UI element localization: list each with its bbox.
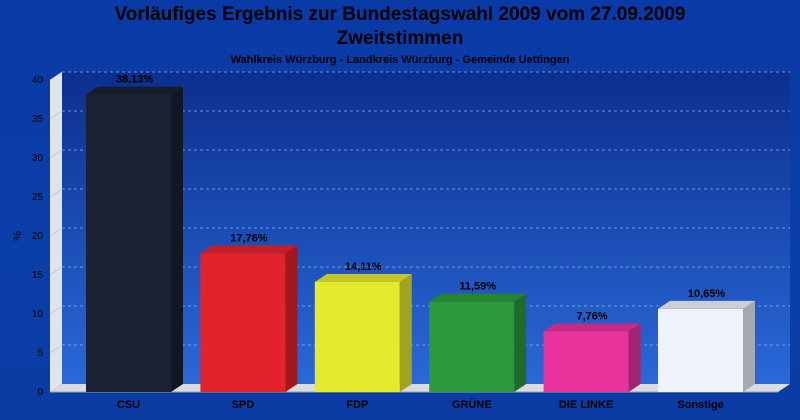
- bar-side: [628, 323, 641, 392]
- bar-side: [285, 245, 298, 392]
- data-label: 38,13%: [116, 74, 154, 86]
- gridline-side: [49, 266, 63, 276]
- gridline-side: [49, 344, 63, 354]
- bar-side: [399, 273, 412, 392]
- gridline-side: [49, 149, 63, 159]
- bar-top: [200, 245, 298, 254]
- x-tick-label: DIE LINKE: [559, 399, 613, 411]
- y-axis-label: %: [12, 231, 24, 241]
- x-tick-label: FDP: [346, 399, 368, 411]
- bar-side: [171, 86, 183, 392]
- x-tick-label: SPD: [232, 399, 255, 411]
- y-tick-label: 25: [32, 192, 44, 203]
- bar-top: [314, 273, 412, 282]
- y-tick-label: 15: [32, 270, 44, 281]
- y-tick-label: 5: [37, 348, 43, 359]
- gridline-side: [49, 305, 63, 315]
- chart-region-label: Wahlkreis Würzburg - Landkreis Würzburg …: [230, 54, 570, 66]
- bar-top: [86, 86, 183, 95]
- gridline-side: [49, 71, 63, 81]
- bar-top: [543, 323, 641, 332]
- bar-top: [658, 300, 755, 309]
- bar-front: [658, 308, 743, 392]
- y-tick-label: 35: [32, 114, 44, 125]
- bar-front: [200, 253, 286, 392]
- data-label: 11,59%: [459, 281, 496, 293]
- data-label: 14,11%: [345, 261, 382, 273]
- y-tick-label: 10: [32, 309, 44, 320]
- bar-gr-ne: [429, 293, 527, 392]
- x-tick-label: CSU: [117, 399, 140, 411]
- bar-side: [743, 300, 755, 392]
- y-tick-label: 0: [37, 387, 43, 398]
- chart-subtitle: Zweitstimmen: [336, 28, 464, 49]
- data-label: 7,76%: [576, 310, 607, 322]
- y-tick-label: 20: [32, 231, 44, 242]
- bar-sonstige: [658, 300, 755, 392]
- x-tick-label: GRÜNE: [452, 398, 492, 411]
- bar-front: [543, 331, 629, 392]
- x-tick-label: Sonstige: [677, 399, 723, 411]
- bar-csu: [86, 86, 183, 392]
- bar-front: [86, 94, 171, 392]
- y-tick-label: 40: [32, 75, 44, 86]
- bar-spd: [200, 245, 298, 392]
- bar-side: [514, 293, 527, 392]
- chart-title: Vorläufiges Ergebnis zur Bundestagswahl …: [114, 4, 686, 25]
- gridline-side: [49, 227, 63, 237]
- gridline-side: [49, 188, 63, 198]
- data-label: 10,65%: [688, 288, 726, 300]
- bar-die-linke: [543, 323, 641, 392]
- bar-top: [429, 293, 527, 302]
- bar-fdp: [314, 273, 412, 392]
- bar-front: [314, 281, 400, 392]
- bar-front: [429, 301, 515, 392]
- y-tick-label: 30: [32, 153, 44, 164]
- data-label: 17,76%: [230, 232, 268, 244]
- gridline-side: [49, 110, 63, 120]
